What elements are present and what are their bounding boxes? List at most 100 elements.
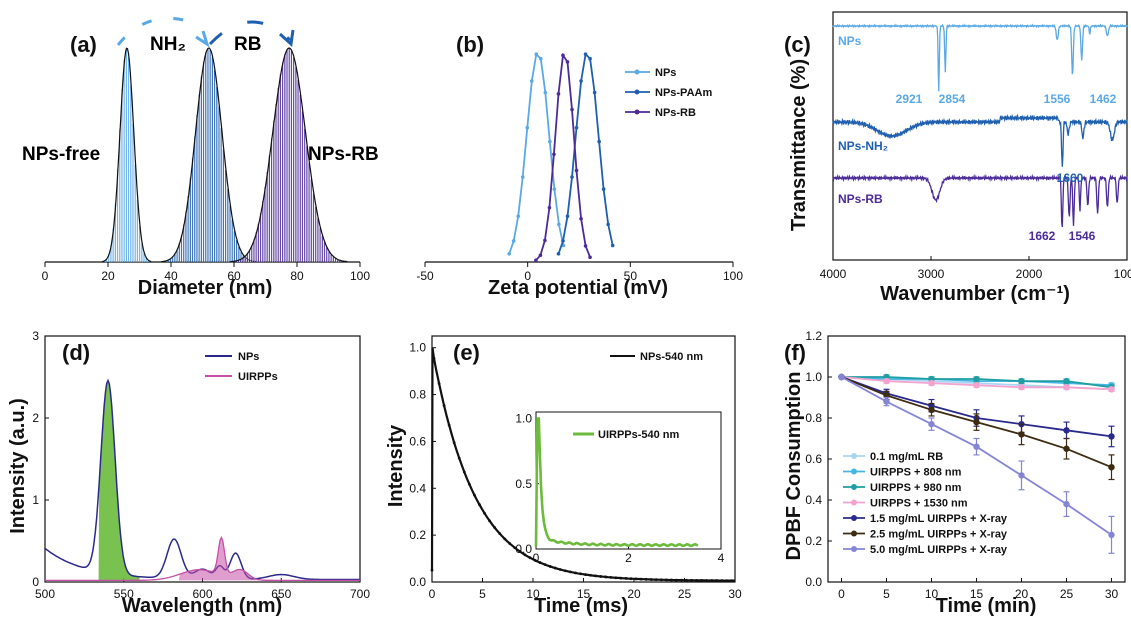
e-point bbox=[447, 423, 451, 427]
a-bar bbox=[134, 164, 136, 262]
a-bar bbox=[248, 249, 251, 262]
a-bar bbox=[167, 259, 169, 262]
a-annot-npsrb: NPs-RB bbox=[308, 144, 379, 165]
c-label-npsrb: NPs-RB bbox=[838, 192, 883, 206]
f-legend-marker bbox=[851, 499, 857, 506]
f-point bbox=[1063, 377, 1070, 385]
d-green-fill bbox=[98, 380, 140, 581]
a-bar bbox=[262, 201, 264, 262]
e-ytick-label: 0.8 bbox=[409, 388, 426, 402]
f-legend-marker bbox=[851, 468, 857, 475]
f-point bbox=[1108, 433, 1115, 440]
f-ytick-label: 0.2 bbox=[805, 534, 822, 548]
e-point bbox=[432, 357, 436, 360]
e-point bbox=[579, 572, 582, 576]
a-bar bbox=[172, 256, 174, 262]
a-bar bbox=[145, 258, 147, 262]
e-point bbox=[430, 568, 434, 572]
b-point bbox=[539, 56, 543, 61]
a-bar bbox=[273, 120, 275, 263]
a-xlabel: Diameter (nm) bbox=[138, 277, 272, 299]
d-xtick-label: 650 bbox=[271, 587, 291, 601]
a-bar bbox=[242, 257, 244, 262]
b-point bbox=[552, 152, 556, 157]
d-ylabel: Intensity (a.u.) bbox=[7, 398, 29, 534]
chart-layer: 0 20 40 60 80 100 -50 0 50 100NPsNPs-PAAmNPs-RB40… bbox=[32, 11, 1131, 601]
c-peak-label: 1660 bbox=[1057, 171, 1084, 185]
d-ytick-label: 1 bbox=[32, 493, 39, 507]
e-inset-ytick-label: 1.0 bbox=[515, 412, 532, 426]
a-bar bbox=[112, 228, 114, 262]
a-bar bbox=[194, 136, 196, 262]
a-bar bbox=[326, 247, 328, 262]
f-legend-marker bbox=[851, 453, 857, 459]
c-spectrum-line bbox=[832, 23, 1128, 92]
a-bar bbox=[257, 223, 260, 262]
a-bar bbox=[284, 53, 286, 263]
f-point bbox=[1063, 500, 1070, 508]
c-ylabel: Transmittance (%) bbox=[788, 59, 810, 231]
e-ytick-label: 0.6 bbox=[409, 434, 426, 448]
b-legend-marker bbox=[634, 69, 640, 75]
b-point bbox=[511, 239, 516, 243]
f-point bbox=[838, 373, 845, 381]
a-bar bbox=[264, 187, 266, 262]
a-bar bbox=[312, 193, 315, 262]
e-point bbox=[599, 575, 603, 578]
a-bar bbox=[299, 94, 301, 262]
e-point bbox=[669, 578, 673, 582]
panel-label-d: (d) bbox=[62, 340, 90, 365]
f-point bbox=[1018, 431, 1025, 438]
b-point bbox=[601, 187, 606, 191]
e-point bbox=[644, 577, 648, 581]
e-point bbox=[508, 542, 512, 545]
a-xtick-label: 100 bbox=[350, 269, 370, 283]
a-bar bbox=[308, 163, 310, 262]
a-bar bbox=[123, 59, 125, 263]
c-peak-label: 2854 bbox=[939, 92, 966, 106]
e-point bbox=[513, 546, 517, 550]
f-ylabel: DPBF Consumption bbox=[783, 372, 805, 561]
e-point bbox=[462, 470, 466, 474]
b-legend-label: NPs-RB bbox=[655, 107, 696, 119]
e-xtick-label: 25 bbox=[678, 587, 692, 601]
a-bar bbox=[227, 189, 229, 262]
f-point bbox=[1108, 464, 1115, 471]
b-point bbox=[534, 258, 538, 263]
a-bar bbox=[127, 57, 130, 263]
a-bar bbox=[275, 103, 277, 262]
e-point bbox=[503, 537, 507, 541]
a-bar bbox=[220, 127, 222, 262]
a-bar bbox=[176, 248, 178, 262]
e-ytick-label: 0.4 bbox=[409, 481, 426, 495]
b-point bbox=[547, 205, 552, 210]
a-bar bbox=[290, 50, 293, 262]
e-point bbox=[629, 577, 633, 581]
a-bar bbox=[143, 253, 145, 262]
f-xtick-label: 10 bbox=[925, 587, 939, 601]
e-point bbox=[538, 561, 542, 564]
b-point bbox=[588, 255, 592, 260]
b-point bbox=[574, 125, 579, 130]
f-point bbox=[973, 443, 980, 450]
e-point bbox=[483, 511, 486, 515]
e-point bbox=[649, 578, 653, 581]
a-bar bbox=[183, 224, 185, 262]
e-inset-legend-label: UIRPPs-540 nm bbox=[598, 429, 680, 441]
e-point bbox=[568, 570, 572, 574]
a-bar bbox=[323, 242, 326, 262]
a-bar bbox=[191, 157, 194, 262]
b-point bbox=[574, 168, 579, 173]
a-bar bbox=[306, 146, 308, 262]
a-bar bbox=[130, 85, 132, 263]
f-point bbox=[1108, 386, 1115, 393]
e-inset-xtick-label: 0 bbox=[533, 551, 540, 565]
a-xtick-label: 0 bbox=[42, 269, 49, 283]
f-point bbox=[973, 418, 980, 426]
e-xtick-label: 10 bbox=[526, 587, 540, 601]
a-bar bbox=[317, 218, 319, 262]
f-point bbox=[973, 382, 980, 389]
e-point bbox=[558, 568, 562, 571]
f-point bbox=[1108, 531, 1115, 539]
a-bar bbox=[253, 239, 255, 262]
